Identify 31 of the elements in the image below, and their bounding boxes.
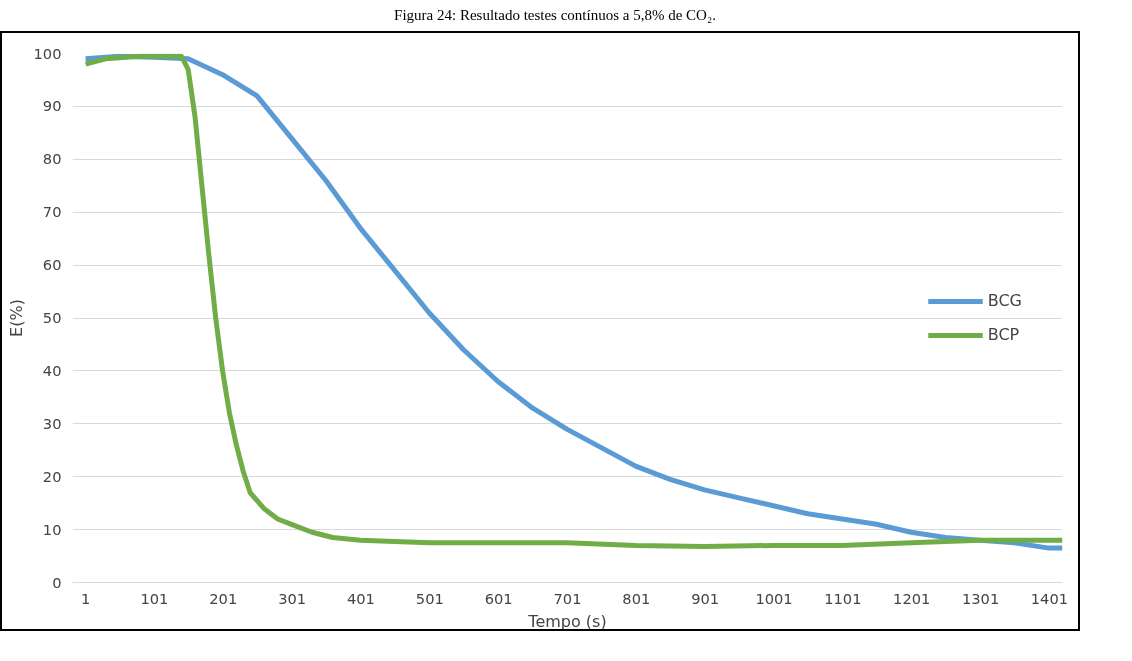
y-tick-label: 30 [42,415,62,433]
y-tick-label: 90 [42,97,62,115]
y-axis-title: E(%) [6,299,26,338]
x-tick-label: 801 [622,589,651,607]
y-tick-label: 80 [42,150,62,168]
y-tick-label: 40 [42,362,62,380]
y-tick-label: 0 [52,573,62,591]
x-tick-label: 1201 [893,589,931,607]
x-tick-label: 701 [553,589,582,607]
x-tick-label: 1 [80,589,91,607]
legend-label: BCG [987,291,1022,311]
x-tick-label: 901 [691,589,720,607]
x-tick-label: 201 [209,589,238,607]
x-tick-label: 1101 [824,589,862,607]
y-tick-label: 10 [42,521,62,539]
x-tick-label: 1301 [961,589,1000,607]
chart-title: Figura 24: Resultado testes contínuos a 5,8% de CO₂. [394,6,716,25]
x-tick-label: 501 [415,589,444,607]
x-tick-label: 301 [278,589,307,607]
legend-label: BCP [987,325,1020,345]
y-tick-label: 50 [42,309,62,327]
y-tick-label: 70 [42,203,62,221]
y-tick-label: 60 [42,256,62,274]
y-tick-label: 100 [33,44,62,62]
x-tick-label: 601 [484,589,513,607]
x-tick-label: 101 [140,589,169,607]
x-tick-label: 401 [346,589,375,607]
x-axis-title: Tempo (s) [527,611,607,631]
x-tick-label: 1001 [755,589,793,607]
y-tick-label: 20 [42,468,62,486]
x-tick-label: 1401 [1030,589,1069,607]
